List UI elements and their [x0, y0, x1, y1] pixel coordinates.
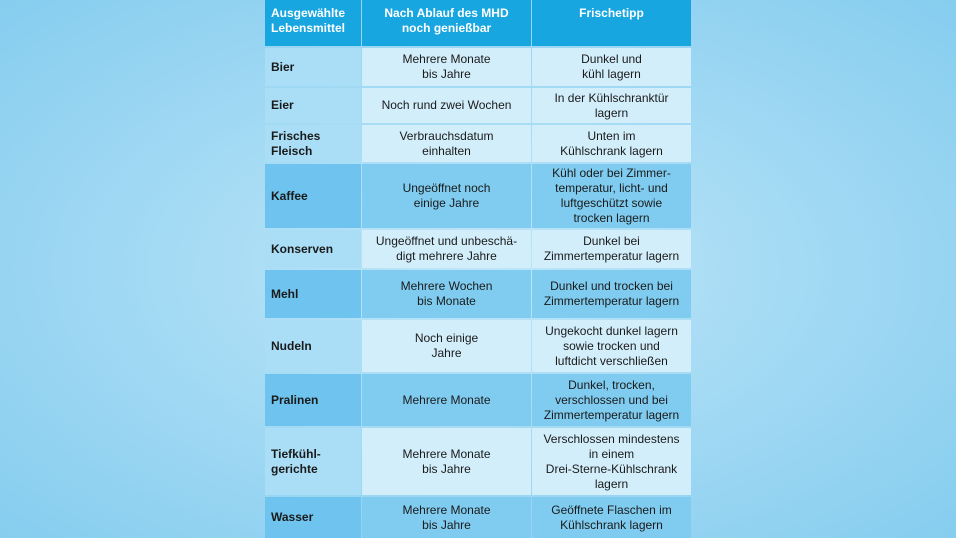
food-name: Pralinen	[265, 374, 361, 426]
header-cell: Nach Ablauf des MHD noch genießbar	[362, 0, 531, 46]
shelf-life: Ungeöffnet noch einige Jahre	[362, 164, 531, 228]
shelf-life: Verbrauchsdatum einhalten	[362, 125, 531, 162]
storage-tip: Dunkel und kühl lagern	[532, 48, 691, 86]
shelf-life: Noch einige Jahre	[362, 320, 531, 372]
storage-tip: Dunkel und trocken bei Zimmertemperatur …	[532, 270, 691, 318]
shelf-life: Mehrere Wochen bis Monate	[362, 270, 531, 318]
food-name: Wasser	[265, 497, 361, 538]
shelf-life: Mehrere Monate	[362, 374, 531, 426]
storage-tip: Ungekocht dunkel lagern sowie trocken un…	[532, 320, 691, 372]
food-name: Nudeln	[265, 320, 361, 372]
shelf-life: Mehrere Monate bis Jahre	[362, 497, 531, 538]
food-name: Eier	[265, 88, 361, 123]
shelf-life: Noch rund zwei Wochen	[362, 88, 531, 123]
shelf-life: Mehrere Monate bis Jahre	[362, 428, 531, 495]
table: Ausgewählte Lebensmittel Nach Ablauf des …	[265, 0, 691, 538]
food-name: Konserven	[265, 230, 361, 268]
storage-tip: Kühl oder bei Zimmer- temperatur, licht-…	[532, 164, 691, 228]
storage-tip: Unten im Kühlschrank lagern	[532, 125, 691, 162]
storage-tip: Verschlossen mindestens in einem Drei-St…	[532, 428, 691, 495]
shelf-life: Mehrere Monate bis Jahre	[362, 48, 531, 86]
storage-tip: In der Kühlschranktür lagern	[532, 88, 691, 123]
food-name: Kaffee	[265, 164, 361, 228]
storage-tip: Dunkel bei Zimmertemperatur lagern	[532, 230, 691, 268]
food-name: Tiefkühl- gerichte	[265, 428, 361, 495]
food-name: Frisches Fleisch	[265, 125, 361, 162]
header-cell: Ausgewählte Lebensmittel	[265, 0, 361, 46]
storage-tip: Dunkel, trocken, verschlossen und bei Zi…	[532, 374, 691, 426]
food-name: Mehl	[265, 270, 361, 318]
shelf-life: Ungeöffnet und unbeschä- digt mehrere Ja…	[362, 230, 531, 268]
storage-tip: Geöffnete Flaschen im Kühlschrank lagern	[532, 497, 691, 538]
food-name: Bier	[265, 48, 361, 86]
header-cell: Frischetipp	[532, 0, 691, 46]
